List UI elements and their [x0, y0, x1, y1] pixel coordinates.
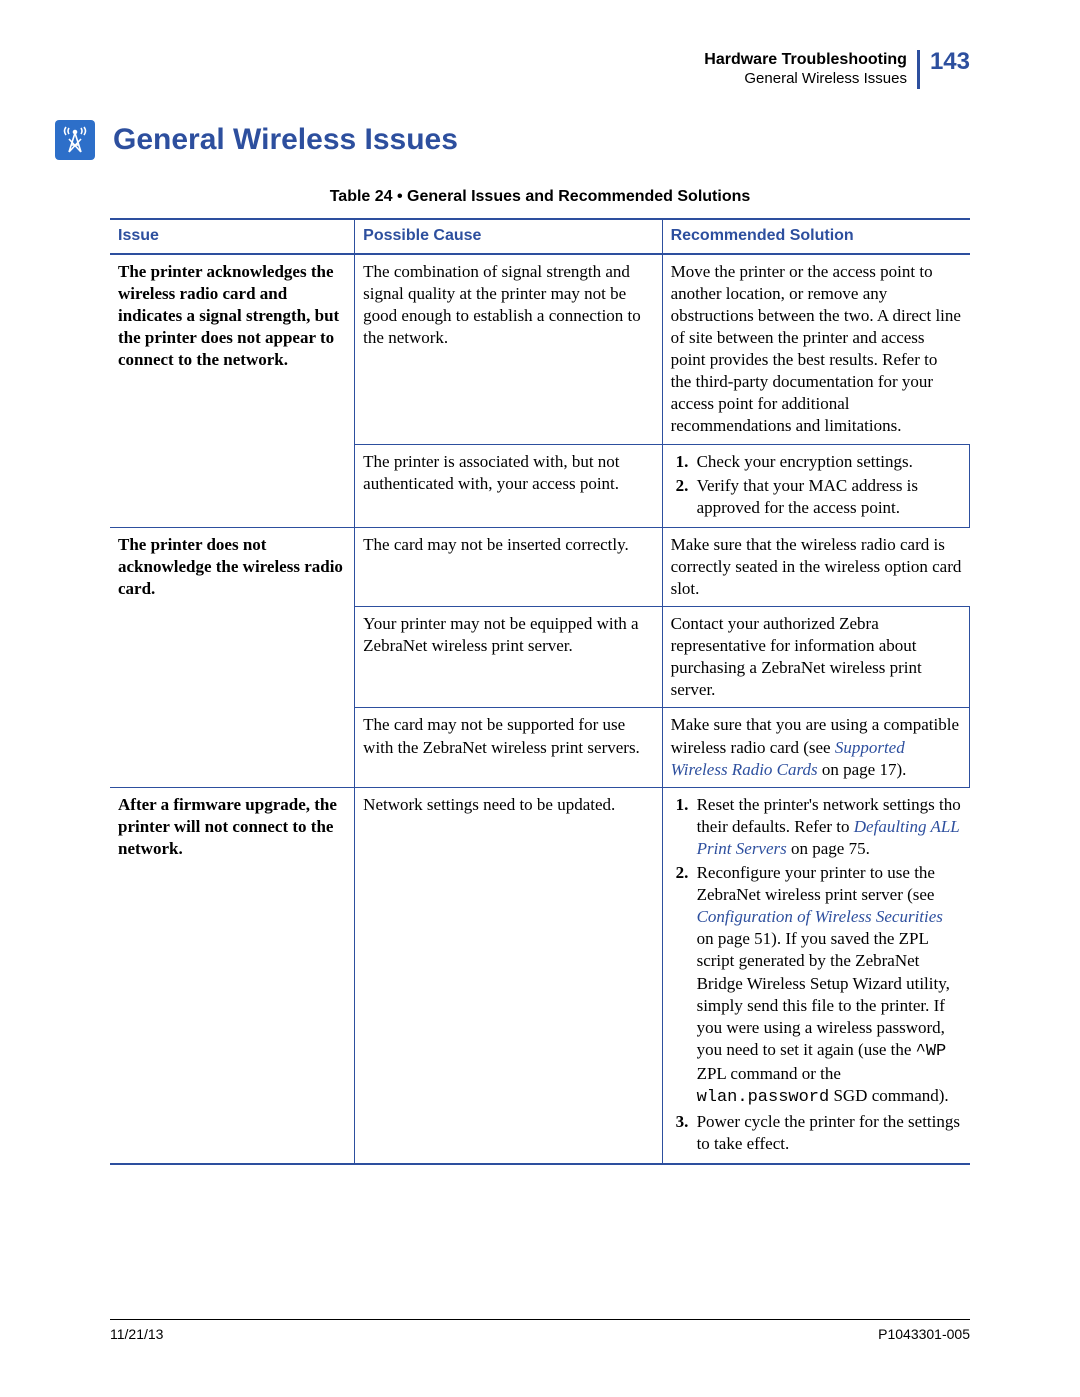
table-row: After a firmware upgrade, the printer wi…: [110, 787, 970, 1164]
wireless-tower-icon: [55, 120, 95, 160]
cause-cell: Your printer may not be equipped with a …: [355, 607, 662, 708]
col-cause: Possible Cause: [355, 219, 662, 254]
footer-date: 11/21/13: [110, 1326, 163, 1342]
code-text: ^WP: [916, 1042, 947, 1061]
issue-cell: The printer does not acknowledge the wir…: [110, 527, 355, 787]
code-text: wlan.password: [697, 1088, 830, 1107]
solution-cell: Check your encryption settings. Verify t…: [662, 444, 969, 527]
page-title: General Wireless Issues: [113, 123, 458, 157]
page-header: Hardware Troubleshooting General Wireles…: [704, 50, 970, 89]
table-caption: Table 24 • General Issues and Recommende…: [110, 188, 970, 206]
cause-cell: The card may not be inserted correctly.: [355, 527, 662, 606]
solution-cell: Contact your authorized Zebra representa…: [662, 607, 969, 708]
issue-cell: The printer acknowledges the wireless ra…: [110, 254, 355, 528]
page-number: 143: [920, 50, 970, 74]
cause-cell: The card may not be supported for use wi…: [355, 708, 662, 787]
footer-docnum: P1043301-005: [878, 1326, 970, 1342]
table-row: The printer does not acknowledge the wir…: [110, 527, 970, 606]
link-wireless-config[interactable]: Configuration of Wireless Securities: [697, 907, 943, 926]
solution-cell: Make sure that you are using a compatibl…: [662, 708, 969, 787]
col-solution: Recommended Solution: [662, 219, 969, 254]
solution-text: on page 51). If you saved the ZPL script…: [697, 929, 950, 1058]
col-issue: Issue: [110, 219, 355, 254]
solution-cell: Reset the printer's network settings tho…: [662, 787, 969, 1164]
solution-text: on page 75.: [787, 839, 870, 858]
page: Hardware Troubleshooting General Wireles…: [0, 0, 1080, 1397]
title-row: General Wireless Issues: [55, 120, 970, 160]
header-section: General Wireless Issues: [704, 70, 907, 89]
table-header-row: Issue Possible Cause Recommended Solutio…: [110, 219, 970, 254]
solution-text: Reconfigure your printer to use the Zebr…: [697, 863, 935, 904]
header-chapter: Hardware Troubleshooting: [704, 50, 907, 70]
footer: 11/21/13 P1043301-005: [110, 1319, 970, 1342]
solution-text: on page 17).: [818, 760, 907, 779]
header-text: Hardware Troubleshooting General Wireles…: [704, 50, 920, 89]
solution-step: Verify that your MAC address is approved…: [693, 475, 961, 519]
solution-step: Reconfigure your printer to use the Zebr…: [693, 862, 962, 1109]
cause-cell: The combination of signal strength and s…: [355, 254, 662, 444]
solution-text: SGD command).: [829, 1086, 948, 1105]
solution-cell: Make sure that the wireless radio card i…: [662, 527, 969, 606]
solution-text: Make sure that you are using a compatibl…: [671, 715, 959, 756]
solution-step: Reset the printer's network settings tho…: [693, 794, 962, 860]
troubleshoot-table: Issue Possible Cause Recommended Solutio…: [110, 218, 970, 1165]
solution-step: Check your encryption settings.: [693, 451, 961, 473]
solution-text: ZPL command or the: [697, 1064, 841, 1083]
table-row: The printer acknowledges the wireless ra…: [110, 254, 970, 444]
cause-cell: The printer is associated with, but not …: [355, 444, 662, 527]
solution-cell: Move the printer or the access point to …: [662, 254, 969, 444]
cause-cell: Network settings need to be updated.: [355, 787, 662, 1164]
issue-cell: After a firmware upgrade, the printer wi…: [110, 787, 355, 1164]
solution-step: Power cycle the printer for the settings…: [693, 1111, 962, 1155]
